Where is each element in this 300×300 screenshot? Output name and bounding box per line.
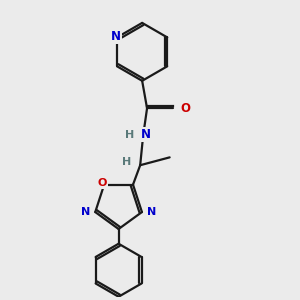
Text: O: O — [180, 102, 190, 115]
Text: O: O — [98, 178, 107, 188]
Text: N: N — [81, 207, 90, 217]
Text: N: N — [141, 128, 151, 141]
Text: N: N — [147, 207, 156, 217]
Text: N: N — [111, 30, 121, 44]
Text: H: H — [125, 130, 134, 140]
Text: H: H — [122, 157, 131, 167]
